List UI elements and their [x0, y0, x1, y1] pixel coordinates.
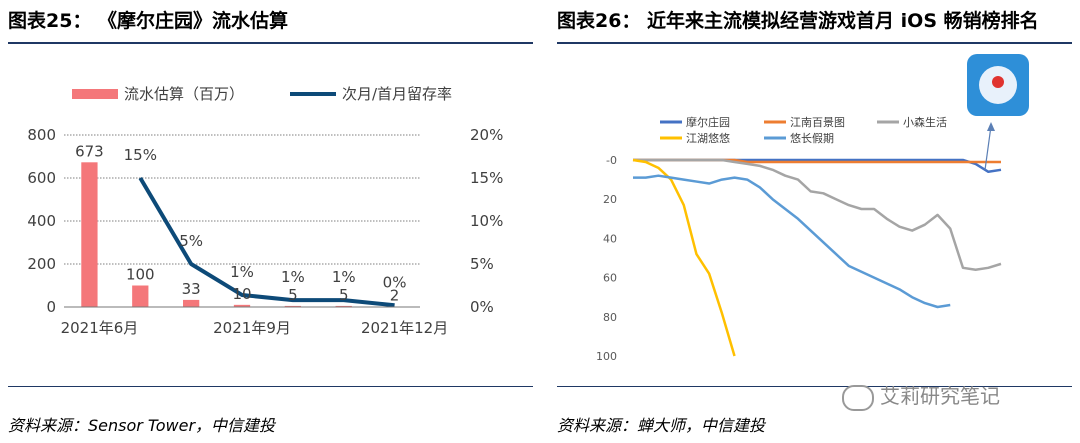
y-axis-tick: 100 — [596, 350, 617, 363]
legend-label: 摩尔庄园 — [686, 115, 730, 129]
right-axis-tick: 15% — [470, 169, 503, 187]
legend-label-retention: 次月/首月留存率 — [342, 85, 452, 103]
right-axis-tick: 10% — [470, 212, 503, 230]
right-source: 资料来源：蝉大师，中信建投 — [557, 416, 766, 435]
bar — [233, 304, 251, 307]
left-axis-tick: 600 — [27, 169, 56, 187]
bar — [81, 162, 98, 307]
legend-label-revenue: 流水估算（百万） — [124, 85, 244, 103]
left-axis-tick: 200 — [27, 255, 56, 273]
watermark: 艾莉研究笔记 — [842, 380, 1000, 411]
right-axis-tick: 5% — [470, 255, 494, 273]
right-title-rule — [557, 42, 1072, 44]
game-icon-nose — [992, 76, 1004, 88]
arrow-head — [987, 122, 995, 131]
bar — [132, 285, 149, 307]
line-data-label: 1% — [230, 263, 254, 281]
left-figure-title: 图表25： 《摩尔庄园》流水估算 — [8, 10, 289, 32]
bar-data-label: 2 — [390, 287, 400, 305]
line-data-label: 0% — [383, 273, 407, 291]
right-bottom-rule — [557, 386, 1072, 387]
legend-label: 江湖悠悠 — [686, 131, 730, 145]
legend-swatch-revenue — [72, 89, 118, 99]
x-axis-tick: 2021年12月 — [361, 319, 448, 337]
bar-data-label: 33 — [182, 280, 201, 298]
bar-data-label: 100 — [126, 266, 155, 284]
legend-label: 小森生活 — [903, 115, 947, 129]
y-axis-tick: -0 — [606, 154, 617, 167]
right-figure-title: 图表26： 近年来主流模拟经营游戏首月 iOS 畅销榜排名 — [557, 10, 1039, 32]
series-line — [632, 158, 736, 357]
y-axis-tick: 20 — [603, 193, 617, 206]
left-axis-tick: 400 — [27, 212, 56, 230]
bar-data-label: 673 — [75, 142, 104, 160]
bar — [183, 299, 200, 307]
line-data-label: 15% — [124, 146, 157, 164]
left-title-rule — [8, 42, 533, 44]
left-bottom-rule — [8, 386, 533, 387]
retention-line — [138, 176, 395, 308]
bar-data-label: 5 — [288, 286, 298, 304]
line-data-label: 1% — [332, 268, 356, 286]
series-line — [633, 158, 1002, 272]
bar-data-label: 10 — [232, 285, 251, 303]
right-axis-tick: 0% — [470, 298, 494, 316]
left-chart: 流水估算（百万） 次月/首月留存率 0 200 400 600 800 0% 5% 10% 15% 2… — [27, 85, 503, 337]
series-line — [633, 174, 951, 309]
y-axis-tick: 80 — [603, 311, 617, 324]
x-axis-tick: 2021年9月 — [213, 319, 291, 337]
watermark-text: 艾莉研究笔记 — [880, 384, 1000, 408]
wechat-icon — [842, 384, 874, 411]
left-axis-tick: 0 — [46, 298, 56, 316]
left-axis-tick: 800 — [27, 126, 56, 144]
bar-data-label: 5 — [339, 286, 349, 304]
line-data-label: 1% — [281, 268, 305, 286]
arrow-line — [984, 125, 992, 171]
legend-label: 江南百景图 — [790, 116, 845, 129]
x-axis-tick: 2021年6月 — [61, 319, 139, 337]
y-axis-tick: 60 — [603, 272, 617, 285]
legend-label: 悠长假期 — [790, 131, 834, 145]
bar — [335, 305, 352, 307]
left-source: 资料来源：Sensor Tower，中信建投 — [8, 416, 276, 435]
right-axis-tick: 20% — [470, 126, 503, 144]
y-axis-tick: 40 — [603, 232, 617, 245]
line-data-label: 5% — [179, 232, 203, 250]
bar — [284, 305, 301, 307]
